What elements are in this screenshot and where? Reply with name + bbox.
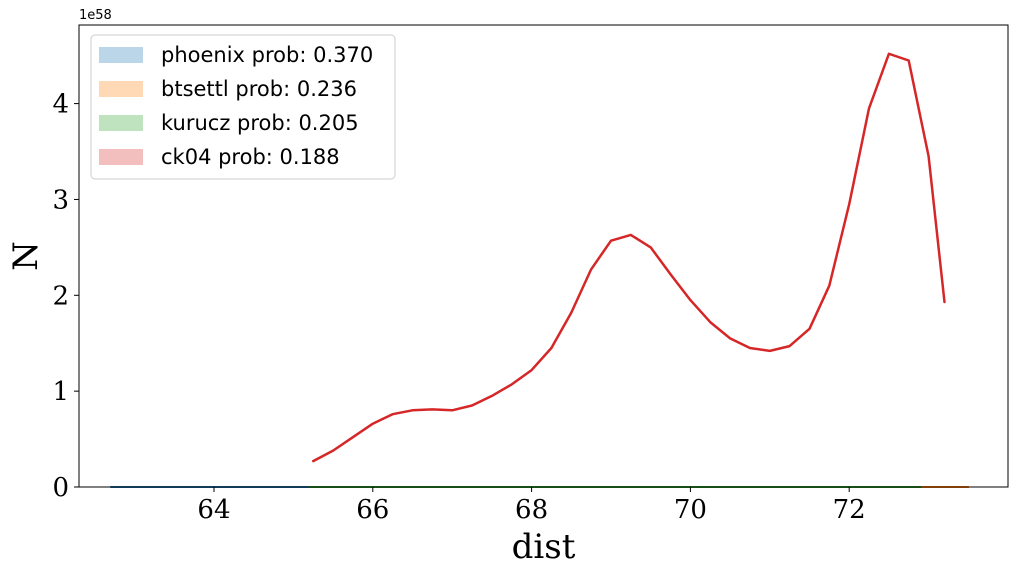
x-axis: 64 66 68 70 72 xyxy=(197,487,866,525)
legend-swatch xyxy=(99,47,143,63)
y-tick-label: 0 xyxy=(52,473,69,503)
series-line-3 xyxy=(311,52,946,463)
y-tick-label: 4 xyxy=(52,90,69,120)
plot-frame xyxy=(78,24,1009,488)
legend-swatch xyxy=(99,115,143,131)
legend-swatch xyxy=(99,149,143,165)
legend-swatch xyxy=(99,81,143,97)
y-tick-label: 3 xyxy=(52,185,69,215)
x-axis-label: dist xyxy=(512,527,576,567)
legend-label: ck04 prob: 0.188 xyxy=(161,145,340,169)
legend-label: kurucz prob: 0.205 xyxy=(161,111,359,135)
x-tick-label: 64 xyxy=(197,495,230,525)
x-tick-label: 68 xyxy=(515,495,548,525)
y-offset-label: 1e58 xyxy=(79,8,112,23)
legend: phoenix prob: 0.370 btsettl prob: 0.236 ku… xyxy=(90,34,396,180)
x-tick-label: 66 xyxy=(356,495,389,525)
legend-box xyxy=(90,34,396,180)
legend-label: phoenix prob: 0.370 xyxy=(161,43,373,67)
y-tick-label: 1 xyxy=(52,377,69,407)
x-tick-label: 70 xyxy=(674,495,707,525)
x-tick-label: 72 xyxy=(833,495,866,525)
y-tick-label: 2 xyxy=(52,281,69,311)
y-axis: 0 1 2 3 4 xyxy=(52,90,79,503)
legend-label: btsettl prob: 0.236 xyxy=(161,77,357,101)
y-axis-label: N xyxy=(6,241,46,271)
